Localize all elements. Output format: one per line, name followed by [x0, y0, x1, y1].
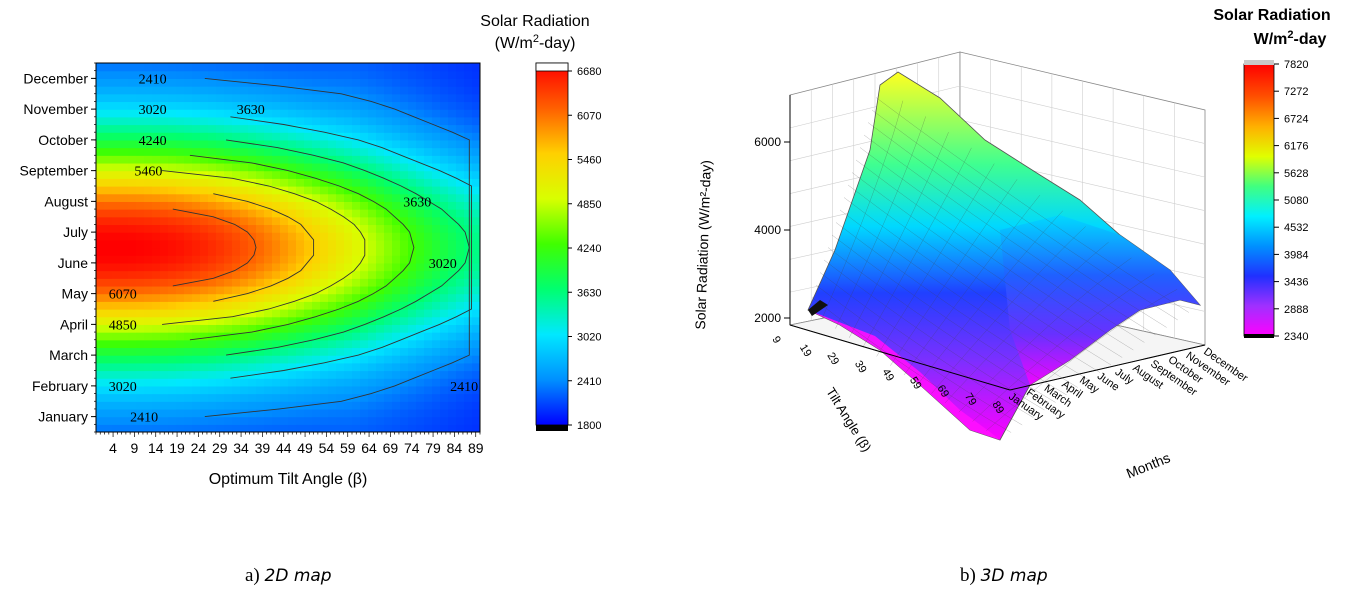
y-tick-label: June: [58, 255, 89, 271]
colorbar-2d-tick: 3020: [577, 332, 601, 344]
x-tick-label: 84: [447, 440, 463, 456]
x-tick-label: 54: [319, 440, 335, 456]
x-axis-title: Optimum Tilt Angle (β): [209, 471, 368, 488]
colorbar-3d-tick: 5628: [1284, 168, 1308, 180]
y-tick-label: July: [63, 224, 88, 240]
y-tick-label: February: [32, 378, 88, 394]
y-tick-label: October: [38, 132, 88, 148]
colorbar-3d-tick: 2888: [1284, 304, 1308, 316]
z-tick-label: 2000: [754, 311, 781, 325]
contour-label: 2410: [130, 411, 158, 426]
tilt-tick-label: 79: [962, 391, 979, 408]
colorbar-2d-title-line1: Solar Radiation: [480, 13, 589, 30]
y-tick-label: December: [23, 70, 88, 86]
colorbar-3d-gradient: [1243, 63, 1275, 337]
x-tick-label: 69: [383, 440, 399, 456]
tilt-tick-label: 29: [824, 350, 841, 367]
y-tick-label: May: [62, 286, 88, 302]
colorbar-3d-tick: 3984: [1284, 249, 1308, 261]
colorbar-3d-tick: 2340: [1284, 331, 1308, 343]
x-tick-label: 34: [233, 440, 249, 456]
contour-label: 2410: [450, 380, 478, 395]
colorbar-3d-tick: 5080: [1284, 195, 1308, 207]
colorbar-2d-gradient: [535, 62, 569, 426]
colorbar-2d-tick: 6070: [577, 110, 601, 122]
contour-label: 2410: [139, 72, 167, 87]
x-tick-label: 9: [131, 440, 139, 456]
colorbar-2d-tick: 6680: [577, 66, 601, 78]
colorbar-3d-tick: 3436: [1284, 277, 1308, 289]
contour-label: 4240: [139, 134, 167, 149]
tilt-tick-label: 59: [907, 375, 924, 392]
colorbar-3d: Solar Radiation W/m2-day 2340 2888 3436 398…: [1213, 7, 1330, 343]
colorbar-2d-tick: 3630: [577, 287, 601, 299]
x-tick-label: 64: [361, 440, 377, 456]
colorbar-2d-tick: 2410: [577, 376, 601, 388]
colorbar-3d-tick: 6176: [1284, 141, 1308, 153]
x-tick-label: 74: [404, 440, 420, 456]
colorbar-2d-tick: 4850: [577, 199, 601, 211]
z-tick-label: 6000: [754, 135, 781, 149]
contour-label: 3020: [429, 257, 457, 272]
x-tick-label: 19: [169, 440, 185, 456]
tilt-tick-label: 39: [852, 359, 869, 376]
x-tick-label: 24: [191, 440, 207, 456]
x-tick-label: 14: [148, 440, 164, 456]
y-tick-label: August: [44, 193, 88, 209]
colorbar-2d-title-line2: (W/m2-day): [495, 33, 576, 52]
colorbar-2d-tick: 1800: [577, 420, 601, 432]
y-tick-label: January: [38, 409, 88, 425]
caption-2d-map: a) 2D map: [245, 565, 332, 586]
x-tick-label: 4: [109, 440, 117, 456]
z-tick-label: 4000: [754, 223, 781, 237]
colorbar-3d-tick: 7272: [1284, 86, 1308, 98]
colorbar-3d-title-line2: W/m2-day: [1254, 29, 1327, 48]
colorbar-3d-tick: 4532: [1284, 222, 1308, 234]
tilt-tick-label: 9: [769, 334, 782, 346]
colorbar-2d: Solar Radiation (W/m2-day) 1800 2410 3020 3…: [480, 13, 601, 432]
x-tick-label: 89: [468, 440, 484, 456]
contour-label: 6070: [109, 288, 137, 303]
tilt-axis-line: [789, 324, 1011, 391]
tilt-tick-label: 69: [934, 383, 951, 400]
tilt-tick-label: 89: [989, 399, 1006, 416]
contour-label: 4850: [109, 318, 137, 333]
x-tick-label: 39: [255, 440, 271, 456]
colorbar-2d-tick: 4240: [577, 243, 601, 255]
y-tick-label: November: [23, 101, 88, 117]
contour-label: 3630: [237, 103, 265, 118]
z-axis-label: Solar Radiation (W/m²-day): [692, 160, 714, 330]
colorbar-3d-title-line1: Solar Radiation: [1213, 7, 1330, 24]
contour-label: 3020: [109, 380, 137, 395]
y-tick-label: September: [20, 163, 89, 179]
y-tick-label: April: [60, 316, 88, 332]
x-tick-label: 29: [212, 440, 228, 456]
tilt-tick-label: 49: [879, 367, 896, 384]
y-tick-label: March: [49, 347, 88, 363]
months-axis-label: Months: [1124, 449, 1173, 481]
x-tick-label: 59: [340, 440, 356, 456]
x-tick-label: 44: [276, 440, 292, 456]
x-tick-label: 49: [297, 440, 313, 456]
heatmap-plot: 2410 3020 3630 4240 5460 3630 3020 6070 4850 3020…: [20, 62, 484, 488]
colorbar-3d-tick: 6724: [1284, 113, 1308, 125]
tilt-axis-label: Tilt Angle (β): [823, 385, 874, 455]
colorbar-2d-tick: 5460: [577, 155, 601, 167]
tilt-tick-label: 19: [797, 342, 814, 359]
x-tick-label: 79: [425, 440, 441, 456]
months-axis-line: [1009, 344, 1206, 391]
caption-3d-map: b) 3D map: [960, 565, 1048, 586]
contour-label: 5460: [134, 165, 162, 180]
contour-label: 3630: [403, 195, 431, 210]
colorbar-3d-tick: 7820: [1284, 59, 1308, 71]
contour-label: 3020: [139, 103, 167, 118]
